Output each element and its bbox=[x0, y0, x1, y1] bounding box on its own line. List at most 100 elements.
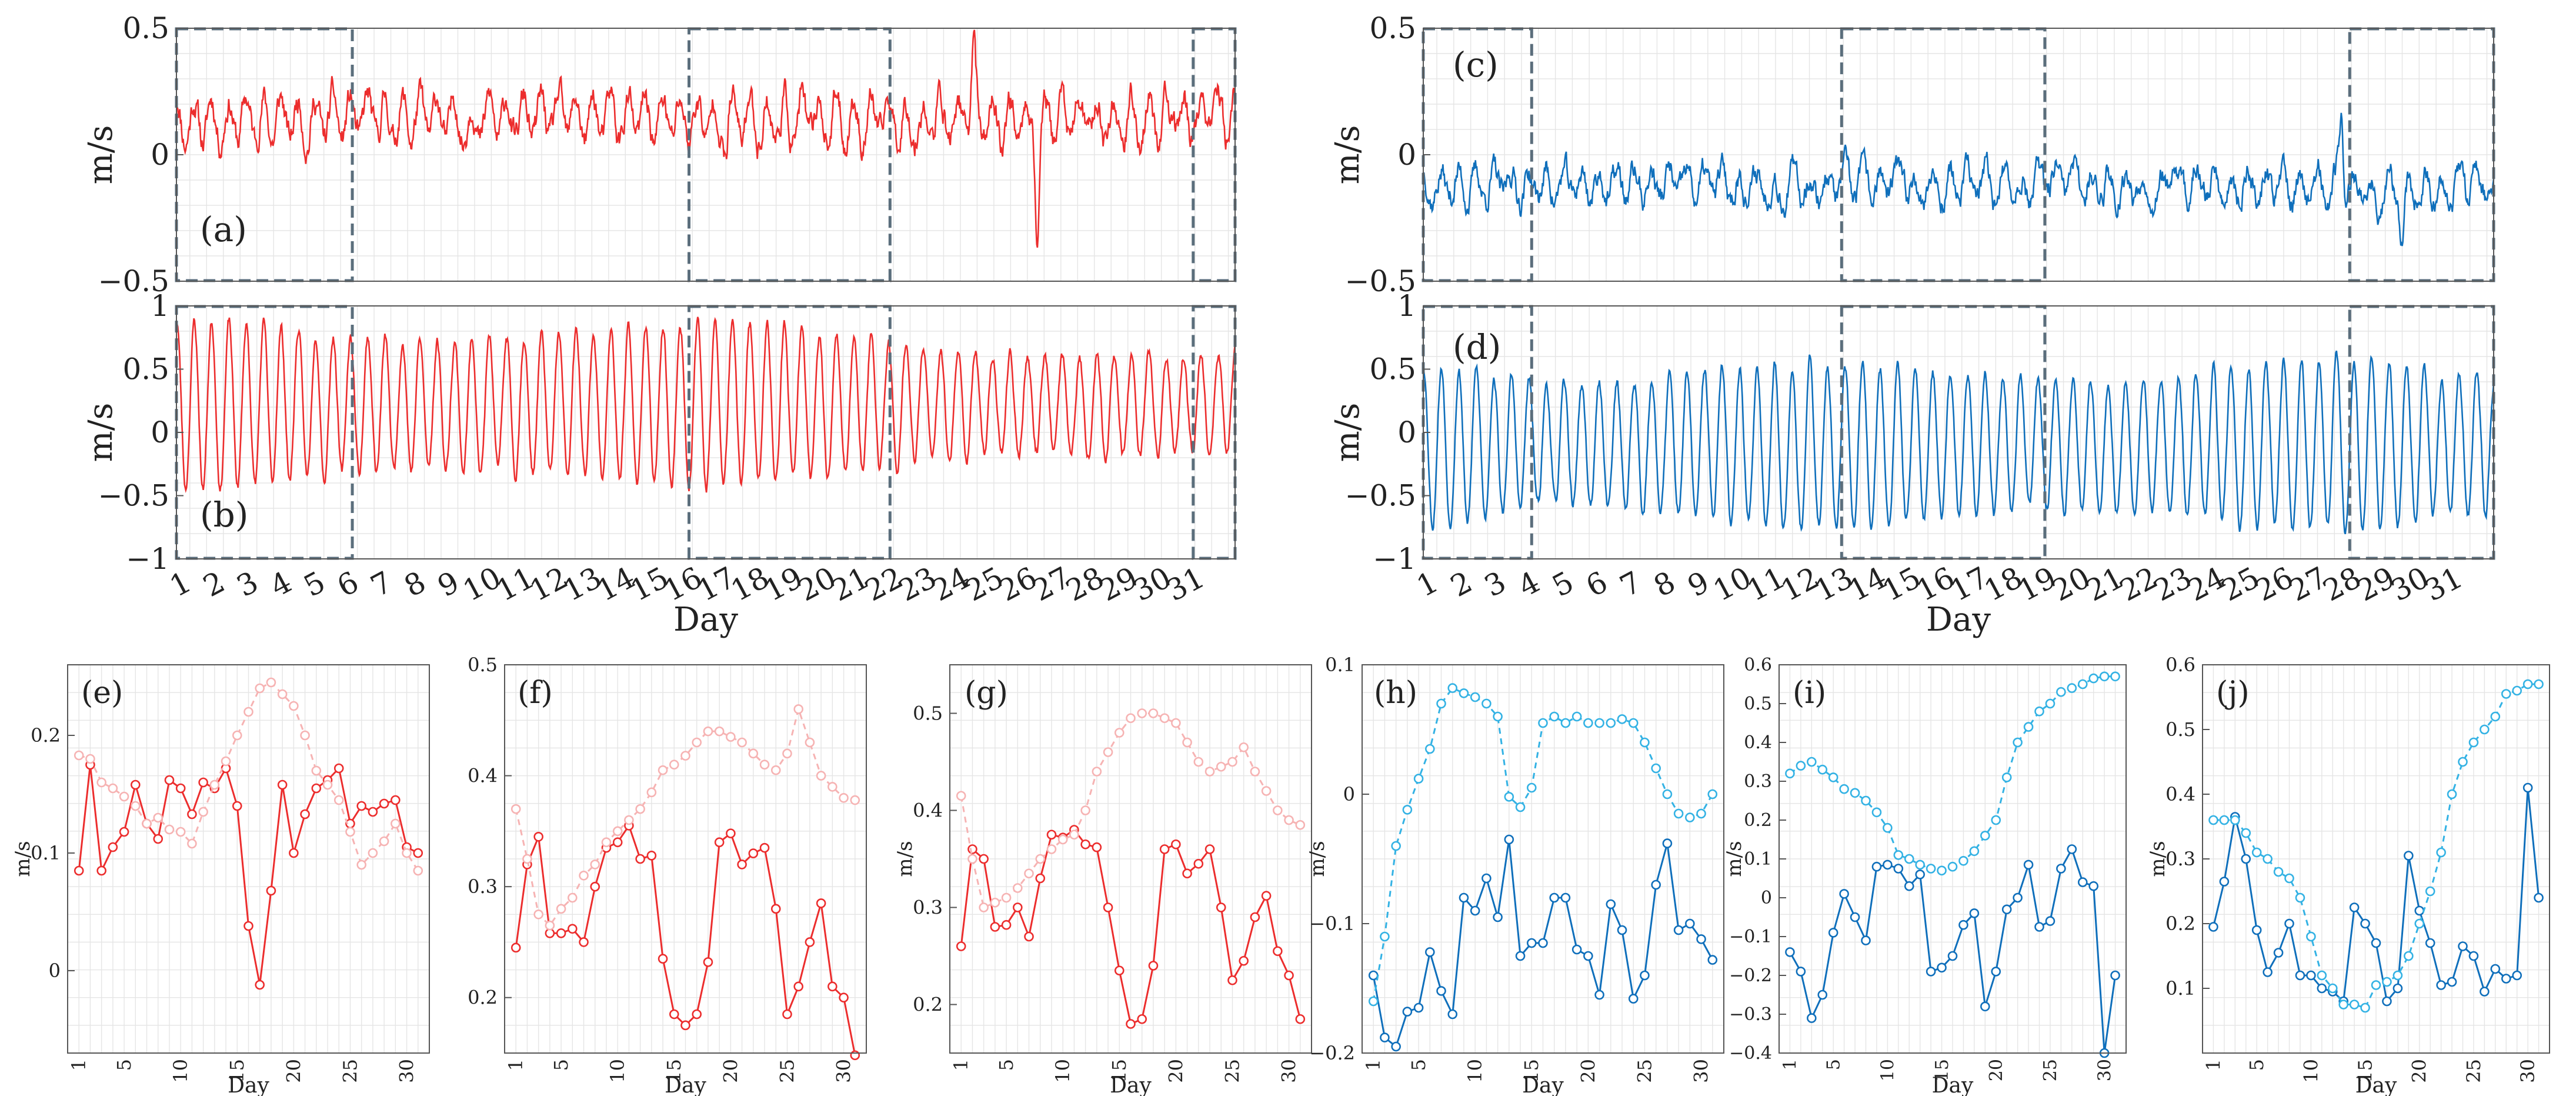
x-axis-label: Day bbox=[1110, 1074, 1152, 1096]
data-point-dashed bbox=[74, 750, 84, 761]
data-point-solid bbox=[1526, 938, 1537, 948]
data-point-dashed bbox=[669, 759, 679, 770]
axes-frame bbox=[504, 664, 867, 1054]
x-axis-label: Day bbox=[1932, 1074, 1974, 1096]
x-tick-label: 20 bbox=[1986, 1059, 2007, 1081]
data-point-solid bbox=[2360, 918, 2370, 929]
data-point-dashed bbox=[221, 756, 231, 767]
panel-label: (f) bbox=[518, 675, 553, 711]
data-point-dashed bbox=[1391, 841, 1401, 851]
data-point-dashed bbox=[1295, 819, 1306, 830]
data-point-solid bbox=[1413, 1002, 1424, 1013]
data-point-solid bbox=[311, 783, 322, 794]
x-tick-label: 15 bbox=[1108, 1059, 1130, 1083]
data-point-dashed bbox=[1817, 764, 1828, 775]
data-point-solid bbox=[2393, 983, 2403, 994]
data-point-dashed bbox=[2371, 980, 2381, 990]
data-point-dashed bbox=[322, 779, 333, 790]
x-tick-label: 25 bbox=[2462, 1059, 2485, 1083]
x-tick-label: 25 bbox=[339, 1059, 361, 1083]
x-tick-label: 9 bbox=[1682, 565, 1714, 604]
data-point-solid bbox=[635, 854, 645, 864]
x-tick-label: 5 bbox=[1407, 1059, 1430, 1071]
data-point-solid bbox=[1651, 880, 1661, 890]
data-point-solid bbox=[2490, 964, 2501, 974]
axes-frame bbox=[949, 664, 1312, 1054]
data-point-dashed bbox=[1447, 683, 1458, 693]
x-tick-label: 20 bbox=[1577, 1059, 1599, 1083]
data-point-solid bbox=[1436, 986, 1446, 996]
data-point-dashed bbox=[2447, 789, 2457, 799]
data-point-dashed bbox=[1904, 854, 1914, 864]
data-point-dashed bbox=[1182, 737, 1192, 748]
data-point-dashed bbox=[2512, 685, 2522, 696]
data-point-solid bbox=[1402, 1007, 1413, 1017]
data-point-dashed bbox=[568, 892, 578, 903]
data-point-dashed bbox=[2045, 698, 2056, 709]
data-point-dashed bbox=[311, 765, 322, 776]
data-point-solid bbox=[131, 779, 141, 790]
data-point-dashed bbox=[333, 795, 344, 805]
data-point-dashed bbox=[748, 748, 759, 759]
data-point-dashed bbox=[2295, 892, 2305, 903]
data-point-solid bbox=[243, 921, 253, 931]
x-tick-label: 15 bbox=[1520, 1059, 1543, 1083]
data-point-solid bbox=[2273, 948, 2284, 958]
x-tick-label: 31 bbox=[2419, 560, 2468, 608]
data-point-dashed bbox=[2360, 1002, 2370, 1013]
data-point-solid bbox=[2458, 941, 2468, 951]
data-point-solid bbox=[1137, 1014, 1147, 1024]
data-point-dashed bbox=[1137, 708, 1147, 718]
data-point-dashed bbox=[1937, 865, 1947, 876]
data-point-solid bbox=[669, 1009, 679, 1020]
data-point-dashed bbox=[1915, 860, 1925, 870]
data-point-dashed bbox=[1617, 714, 1627, 724]
data-point-solid bbox=[1980, 1001, 1990, 1012]
x-tick-label: 10 bbox=[1878, 1059, 1898, 1081]
data-point-dashed bbox=[391, 818, 401, 829]
y-tick-label: −1 bbox=[126, 542, 169, 576]
data-point-dashed bbox=[1459, 688, 1469, 698]
data-point-dashed bbox=[2099, 671, 2110, 682]
data-point-dashed bbox=[1013, 883, 1023, 893]
data-point-solid bbox=[2034, 922, 2044, 932]
data-point-solid bbox=[568, 924, 578, 934]
panel-label: (a) bbox=[200, 209, 247, 249]
x-tick-label: 1 bbox=[2202, 1059, 2224, 1071]
data-point-dashed bbox=[1024, 868, 1034, 879]
data-point-dashed bbox=[1685, 812, 1695, 822]
panel-b: 10.50−0.5−11 2 3 4 5 6 7 8 910111213141516171819… bbox=[82, 289, 1237, 639]
data-point-dashed bbox=[1980, 831, 1990, 841]
data-point-dashed bbox=[1606, 718, 1616, 728]
data-point-dashed bbox=[1560, 718, 1571, 728]
data-point-solid bbox=[579, 937, 589, 947]
data-point-dashed bbox=[2284, 873, 2294, 884]
data-point-dashed bbox=[2067, 683, 2077, 693]
data-point-solid bbox=[1261, 891, 1272, 901]
data-point-solid bbox=[2056, 864, 2066, 874]
data-point-solid bbox=[1893, 864, 1904, 874]
data-point-solid bbox=[1481, 873, 1491, 884]
data-point-solid bbox=[1969, 908, 1980, 918]
data-point-solid bbox=[379, 798, 389, 809]
y-tick-label: 0.5 bbox=[2165, 718, 2195, 741]
data-point-dashed bbox=[2404, 951, 2414, 961]
y-tick-label: 0.3 bbox=[1744, 771, 1772, 792]
x-tick-label: 30 bbox=[2094, 1059, 2115, 1081]
data-point-dashed bbox=[1526, 782, 1537, 793]
x-tick-label: 20 bbox=[282, 1059, 305, 1083]
y-tick-label: 0.5 bbox=[468, 654, 498, 676]
data-point-solid bbox=[413, 848, 423, 858]
x-tick-label: 30 bbox=[832, 1059, 855, 1083]
x-tick-label: 25 bbox=[1633, 1059, 1656, 1083]
data-point-solid bbox=[1391, 1041, 1401, 1052]
data-point-solid bbox=[2317, 983, 2327, 994]
data-point-dashed bbox=[1861, 795, 1871, 806]
x-tick-label: 20 bbox=[1164, 1059, 1187, 1083]
data-point-solid bbox=[2263, 967, 2273, 977]
data-point-solid bbox=[1707, 955, 1718, 965]
data-point-dashed bbox=[1436, 698, 1446, 709]
data-point-solid bbox=[1515, 951, 1526, 961]
data-point-solid bbox=[658, 954, 668, 964]
data-point-dashed bbox=[1926, 864, 1936, 874]
